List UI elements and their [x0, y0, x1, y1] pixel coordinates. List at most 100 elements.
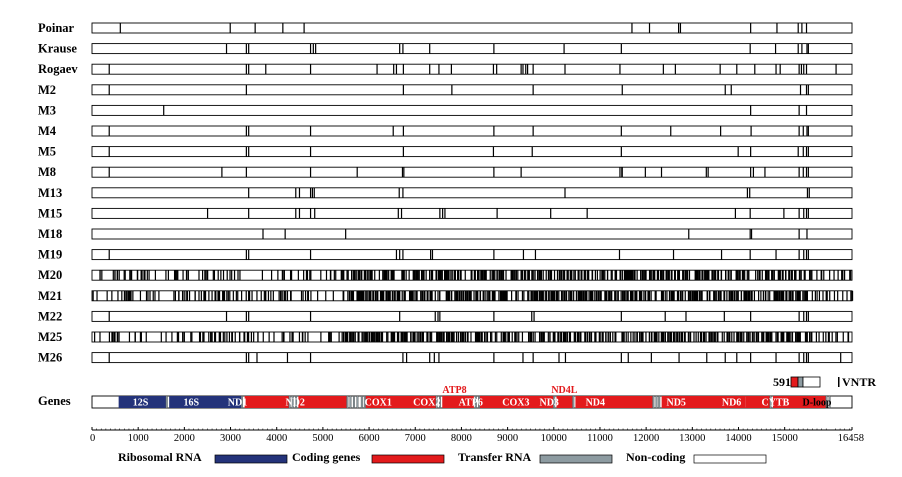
variant-mark	[309, 146, 312, 157]
variant-mark	[380, 332, 383, 342]
variant-mark	[309, 208, 312, 219]
variant-mark	[621, 84, 623, 95]
variant-mark	[352, 290, 355, 301]
variant-mark	[298, 187, 301, 198]
variant-mark	[668, 270, 670, 281]
variant-mark	[341, 332, 343, 342]
variant-mark	[762, 290, 764, 301]
variant-mark	[632, 332, 634, 342]
variant-mark	[345, 229, 347, 239]
variant-mark	[542, 270, 544, 281]
variant-mark	[627, 290, 629, 301]
variant-mark	[806, 332, 808, 342]
variant-mark	[706, 290, 709, 301]
variant-mark	[374, 270, 376, 281]
variant-mark	[569, 332, 572, 342]
variant-mark	[289, 270, 292, 281]
variant-mark	[482, 270, 484, 281]
variant-mark	[379, 290, 382, 301]
sample-track	[91, 166, 853, 178]
variant-mark	[464, 332, 467, 342]
trna-mark	[825, 395, 828, 409]
variant-mark	[665, 270, 668, 281]
variant-mark	[534, 332, 536, 342]
variant-mark	[131, 270, 133, 281]
variant-mark	[379, 332, 381, 342]
variant-mark	[350, 332, 352, 342]
variant-mark	[558, 270, 561, 281]
variant-mark	[371, 270, 373, 281]
variant-mark	[803, 311, 805, 322]
variant-mark	[278, 290, 280, 301]
variant-mark	[225, 311, 228, 322]
variant-mark	[206, 270, 208, 281]
variant-mark	[309, 352, 312, 363]
variant-mark	[754, 64, 756, 75]
variant-mark	[304, 332, 306, 342]
variant-mark	[798, 290, 800, 301]
variant-mark	[629, 290, 632, 301]
variant-mark	[537, 290, 539, 301]
variant-mark	[749, 229, 751, 239]
variant-mark	[531, 270, 533, 281]
variant-mark	[108, 167, 110, 178]
variant-mark	[752, 167, 755, 178]
variant-mark	[615, 270, 618, 281]
variant-mark	[117, 332, 119, 342]
variant-mark	[661, 332, 663, 342]
variant-mark	[543, 332, 545, 342]
variant-mark	[412, 332, 414, 342]
variant-mark	[448, 332, 451, 342]
variant-mark	[586, 270, 588, 281]
variant-mark	[154, 290, 156, 301]
variant-mark	[125, 290, 127, 301]
variant-mark	[439, 332, 441, 342]
variant-mark	[494, 332, 496, 342]
variant-mark	[365, 332, 367, 342]
variant-mark	[222, 290, 224, 301]
variant-mark	[763, 332, 765, 342]
variant-mark	[429, 352, 431, 363]
sample-row: M22	[38, 309, 853, 323]
variant-mark	[431, 270, 434, 281]
variant-mark	[575, 290, 578, 301]
variant-mark	[306, 270, 309, 281]
variant-mark	[363, 290, 365, 301]
variant-mark	[651, 332, 653, 342]
variant-mark	[583, 270, 585, 281]
variant-mark	[522, 249, 525, 260]
variant-mark	[540, 290, 542, 301]
variant-mark	[840, 352, 842, 363]
variant-mark	[573, 290, 575, 301]
variant-mark	[794, 270, 796, 281]
variant-mark	[453, 332, 455, 342]
variant-mark	[360, 270, 362, 281]
variant-mark	[550, 270, 553, 281]
variant-mark	[397, 208, 399, 219]
variant-mark	[395, 249, 398, 260]
variant-mark	[705, 270, 707, 281]
variant-mark	[746, 290, 748, 301]
variant-mark	[775, 290, 777, 301]
variant-mark	[422, 332, 424, 342]
variant-mark	[736, 352, 738, 363]
variant-mark	[378, 332, 380, 342]
variant-mark	[547, 332, 549, 342]
variant-mark	[523, 290, 525, 301]
variant-mark	[723, 290, 725, 301]
variant-mark	[212, 270, 214, 281]
variant-mark	[281, 332, 283, 342]
variant-mark	[704, 270, 706, 281]
variant-mark	[743, 290, 745, 301]
variant-mark	[204, 270, 206, 281]
variant-mark	[279, 290, 282, 301]
variant-mark	[724, 84, 726, 95]
variant-mark	[662, 290, 664, 301]
variant-mark	[553, 290, 555, 301]
variant-mark	[402, 332, 404, 342]
gene-segment	[661, 396, 746, 408]
variant-mark	[558, 290, 560, 301]
variant-mark	[494, 270, 496, 281]
variant-mark	[340, 270, 342, 281]
variant-mark	[439, 208, 441, 219]
